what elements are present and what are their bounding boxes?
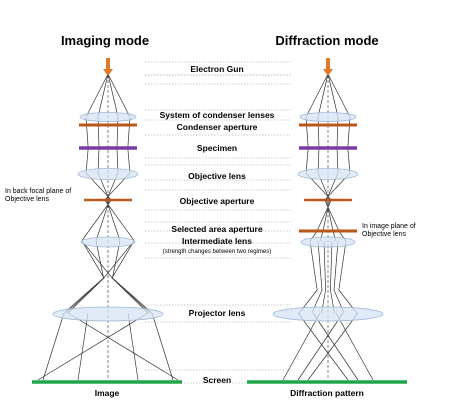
ray bbox=[338, 240, 358, 314]
intermediate-lens-note: (strength changes between two regimes) bbox=[162, 249, 272, 255]
diffraction-objective-lens bbox=[297, 168, 359, 180]
ray bbox=[151, 312, 174, 381]
ray bbox=[97, 73, 109, 118]
ray bbox=[312, 312, 359, 381]
ray bbox=[112, 240, 153, 314]
ray bbox=[81, 240, 151, 314]
ray bbox=[297, 312, 344, 381]
imaging-intermediate-lens bbox=[80, 236, 136, 248]
electron-gun-label: Electron Gun bbox=[190, 64, 244, 74]
imaging-condenser-lens bbox=[79, 112, 137, 122]
screen-label: Screen bbox=[202, 375, 232, 385]
diffraction-condenser-lens bbox=[299, 112, 357, 122]
specimen-label: Specimen bbox=[196, 143, 238, 153]
imaging-specimen bbox=[79, 146, 137, 150]
ray bbox=[297, 312, 349, 381]
condenser-lenses-label: System of condenser lenses bbox=[159, 110, 275, 120]
condenser-aperture-label: Condenser aperture bbox=[176, 122, 258, 132]
imaging-condenser-aperture bbox=[79, 123, 137, 127]
imaging-mode-title: Imaging mode bbox=[60, 33, 150, 48]
ray bbox=[107, 73, 119, 118]
ray bbox=[327, 73, 351, 118]
diffraction-mode-title: Diffraction mode bbox=[275, 33, 379, 48]
ray bbox=[81, 199, 112, 242]
ray bbox=[127, 312, 139, 381]
diffraction-projector-lens bbox=[272, 306, 384, 322]
imaging-objective-lens bbox=[77, 168, 139, 180]
objective-aperture-label: Objective aperture bbox=[179, 196, 255, 206]
ray bbox=[42, 312, 65, 381]
ray bbox=[317, 73, 329, 118]
diffraction-gun-arrow-shaft bbox=[326, 58, 330, 70]
ray bbox=[107, 73, 131, 118]
ray bbox=[330, 240, 335, 314]
ray bbox=[85, 73, 109, 118]
ray bbox=[67, 240, 105, 314]
imaging-screen bbox=[32, 380, 182, 384]
selected-area-aperture-label: Selected area aperture bbox=[171, 224, 263, 234]
ray bbox=[104, 199, 135, 242]
ray bbox=[282, 312, 321, 381]
intermediate-lens-label: Intermediate lens bbox=[182, 236, 252, 246]
ray bbox=[298, 240, 318, 314]
back-focal-plane-label: In back focal plane of Objective lens bbox=[5, 188, 72, 203]
ray bbox=[327, 73, 339, 118]
ray bbox=[335, 312, 374, 381]
ray bbox=[77, 312, 89, 381]
ray bbox=[305, 73, 329, 118]
ray bbox=[321, 240, 326, 314]
ray bbox=[311, 240, 323, 314]
imaging-gun-arrow-icon bbox=[103, 69, 113, 76]
diffraction-condenser-aperture bbox=[299, 123, 357, 127]
image-plane-label: In image plane of Objective lens bbox=[362, 223, 416, 238]
imaging-projector-lens bbox=[52, 306, 164, 322]
ray bbox=[333, 240, 345, 314]
diffraction-gun-arrow-icon bbox=[323, 69, 333, 76]
imaging-gun-arrow-shaft bbox=[106, 58, 110, 70]
column-components bbox=[32, 58, 407, 384]
objective-lens-label: Objective lens bbox=[188, 171, 246, 181]
ray bbox=[95, 199, 110, 242]
projector-lens-label: Projector lens bbox=[188, 308, 246, 318]
diffraction-intermediate-lens bbox=[300, 236, 356, 248]
ray bbox=[111, 240, 149, 314]
diffraction-screen bbox=[247, 380, 407, 384]
diffraction-specimen bbox=[299, 146, 357, 150]
ray bbox=[106, 199, 121, 242]
ray bbox=[37, 312, 149, 381]
image-label: Image bbox=[94, 388, 120, 398]
diffraction-objective-aperture bbox=[304, 198, 352, 202]
diffraction-selected-area-aperture bbox=[299, 229, 357, 233]
diffraction-pattern-label: Diffraction pattern bbox=[290, 388, 364, 398]
imaging-objective-aperture bbox=[84, 198, 132, 202]
ray bbox=[65, 240, 135, 314]
ray bbox=[67, 312, 179, 381]
ray bbox=[63, 240, 104, 314]
ray bbox=[307, 312, 359, 381]
